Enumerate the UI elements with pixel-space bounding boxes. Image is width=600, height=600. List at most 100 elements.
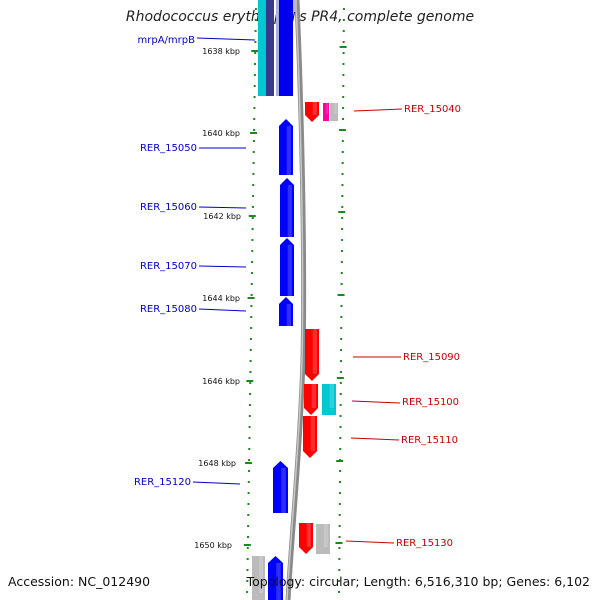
gene-RER_15040[interactable] (305, 102, 319, 122)
minor-tick (247, 470, 250, 472)
minor-tick (340, 316, 343, 318)
leader-line (353, 108, 403, 112)
gene-RER_15130-gray[interactable] (316, 524, 330, 554)
minor-tick (253, 85, 256, 87)
minor-tick (338, 591, 341, 593)
gene-label-RER_15040[interactable]: RER_15040 (404, 104, 461, 115)
gene-bottom-gray[interactable] (252, 556, 265, 600)
gene-RER_15110[interactable] (303, 416, 317, 458)
minor-tick (246, 580, 249, 582)
leader-line (198, 308, 247, 312)
minor-tick (247, 525, 250, 527)
minor-tick (250, 316, 253, 318)
minor-tick (247, 514, 250, 516)
major-tick (336, 377, 344, 379)
minor-tick (340, 349, 343, 351)
gene-label-RER_15050[interactable]: RER_15050 (140, 143, 197, 154)
minor-tick (254, 63, 257, 65)
minor-tick (248, 404, 251, 406)
major-tick (247, 297, 255, 299)
ruler-label: 1640 kbp (202, 129, 240, 138)
minor-tick (250, 283, 253, 285)
minor-tick (338, 569, 341, 571)
minor-tick (249, 382, 252, 384)
minor-tick (341, 217, 344, 219)
minor-tick (249, 338, 252, 340)
gene-RER_15040-magenta-shade (326, 103, 329, 114)
minor-tick (340, 261, 343, 263)
minor-tick (341, 184, 344, 186)
minor-tick (246, 558, 249, 560)
top-region-features (258, 0, 297, 96)
minor-tick (340, 360, 342, 362)
minor-tick (342, 107, 345, 109)
minor-tick (342, 30, 345, 32)
minor-tick (341, 162, 344, 164)
minor-tick (339, 448, 342, 450)
gene-RER_15120[interactable] (273, 461, 288, 513)
minor-tick (254, 52, 257, 54)
gene-bottom-gray-shade (259, 556, 264, 593)
minor-tick (247, 492, 250, 494)
gene-RER_15090-shade (312, 329, 317, 374)
minor-tick (251, 250, 254, 252)
leader-line (351, 400, 401, 404)
gene-bottom-blue[interactable] (268, 556, 283, 600)
leader-line (345, 540, 395, 544)
gene-label-RER_15100[interactable]: RER_15100 (402, 397, 459, 408)
gene-label-RER_15110[interactable]: RER_15110 (401, 435, 458, 446)
minor-tick (250, 294, 253, 296)
major-tick (338, 129, 346, 131)
gene-RER_15050[interactable] (279, 119, 293, 175)
minor-tick (253, 74, 256, 76)
major-tick (245, 462, 253, 464)
gene-RER_15130-shade (306, 523, 311, 547)
genome-backbone-highlight (286, 0, 304, 600)
major-tick (248, 215, 256, 217)
gene-label-RER_15060[interactable]: RER_15060 (140, 202, 197, 213)
minor-tick (341, 206, 344, 208)
minor-tick (249, 360, 252, 362)
gene-RER_15060[interactable] (280, 178, 294, 237)
gene-RER_15090[interactable] (305, 329, 319, 381)
gene-RER_15130[interactable] (299, 523, 313, 554)
minor-tick (246, 547, 249, 549)
minor-tick (338, 558, 341, 560)
gene-label-RER_15120[interactable]: RER_15120 (134, 477, 191, 488)
gene-bottom-blue-shade (276, 563, 281, 600)
gene-label-RER_15130[interactable]: RER_15130 (396, 538, 453, 549)
minor-tick (251, 228, 254, 230)
gene-RER_15100-cyan[interactable] (322, 384, 336, 415)
gene-label-RER_15090[interactable]: RER_15090 (403, 352, 460, 363)
gene-RER_15040-gray[interactable] (330, 103, 338, 121)
minor-tick (251, 217, 254, 219)
right-gene-labels: RER_15040 RER_15090 RER_15100 RER_15110 … (345, 104, 461, 549)
gene-RER_15080[interactable] (279, 297, 293, 326)
gene-label-mrpA-mrpB[interactable]: mrpA/mrpB (138, 35, 196, 46)
minor-tick (338, 503, 341, 505)
gene-label-RER_15080[interactable]: RER_15080 (140, 304, 197, 315)
minor-tick (251, 206, 254, 208)
ruler-labels: 1638 kbp 1640 kbp 1642 kbp 1644 kbp 1646… (194, 47, 241, 550)
minor-tick (250, 272, 253, 274)
leader-line (350, 437, 400, 441)
minor-tick (249, 349, 252, 351)
minor-tick (342, 52, 345, 54)
mrpB-band-light (276, 0, 280, 96)
minor-tick (342, 118, 345, 120)
minor-tick (252, 173, 255, 175)
minor-tick (248, 459, 251, 461)
major-tick (251, 50, 259, 52)
minor-tick (338, 514, 341, 516)
gene-RER_15070[interactable] (280, 238, 294, 296)
gene-RER_15040-magenta[interactable] (323, 103, 329, 121)
gene-label-RER_15070[interactable]: RER_15070 (140, 261, 197, 272)
gene-RER_15100[interactable] (304, 384, 318, 415)
minor-tick (254, 41, 257, 43)
left-gene-labels: mrpA/mrpB RER_15050 RER_15060 RER_15070 … (134, 35, 256, 488)
minor-tick (342, 41, 345, 43)
minor-tick (339, 426, 342, 428)
minor-tick (342, 96, 345, 98)
minor-tick (339, 393, 342, 395)
